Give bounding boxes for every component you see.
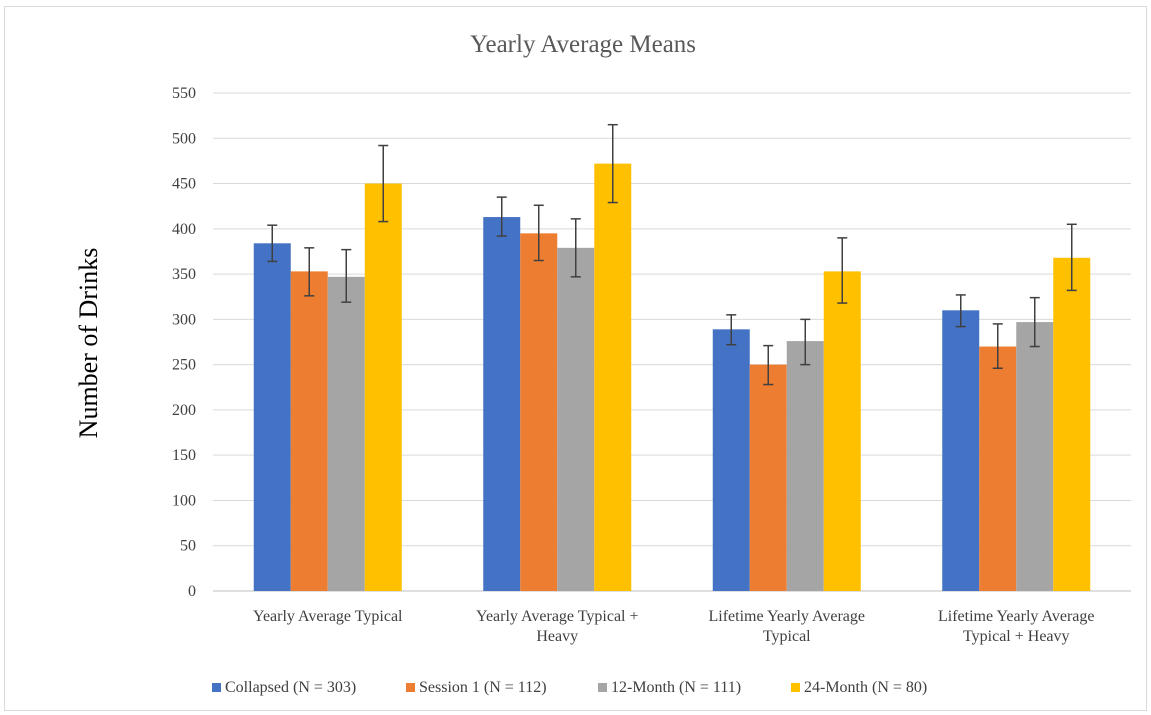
bar (942, 310, 980, 591)
error-bar (955, 294, 966, 328)
error-bar (1066, 223, 1077, 292)
error-bar (800, 318, 811, 366)
y-tick-label: 450 (172, 176, 196, 193)
error-bar (267, 224, 278, 263)
error-bar (1029, 296, 1040, 348)
legend-label: Collapsed (N = 303) (225, 679, 356, 696)
error-bar (763, 344, 774, 386)
y-tick-label: 500 (172, 130, 196, 147)
bar (979, 346, 1017, 591)
y-axis-ticks: 0 50 100 150 200 250 300 350 400 450 500 550 (172, 85, 196, 600)
bar (327, 276, 365, 591)
category-labels: Yearly Average Typical Yearly Average Typ… (253, 608, 1095, 645)
error-bar (378, 144, 389, 223)
y-axis-label: Number of Drinks (74, 248, 103, 439)
x-category-label: Yearly Average Typical (253, 608, 403, 625)
bar (594, 163, 632, 591)
error-bar (837, 237, 848, 304)
error-bar (496, 196, 507, 237)
error-bar (304, 247, 315, 297)
legend-swatch (791, 683, 800, 692)
x-category-label: Yearly Average Typical + Heavy (476, 608, 639, 645)
error-bar (570, 218, 581, 278)
y-tick-label: 400 (172, 221, 196, 238)
error-bar (341, 248, 352, 303)
error-bar (726, 314, 737, 346)
legend-item: Session 1 (N = 112) (406, 679, 547, 696)
bars (253, 163, 1091, 591)
error-bar (533, 204, 544, 262)
legend-swatch (406, 683, 415, 692)
bar (364, 183, 402, 591)
y-tick-label: 250 (172, 357, 196, 374)
legend-label: 24-Month (N = 80) (804, 679, 927, 696)
legend-item: Collapsed (N = 303) (212, 679, 356, 696)
bar (749, 364, 787, 591)
y-tick-label: 100 (172, 492, 196, 509)
legend-item: 24-Month (N = 80) (791, 679, 927, 696)
legend-label: Session 1 (N = 112) (419, 679, 547, 696)
x-category-label: Lifetime Yearly Average Typical + Heavy (938, 608, 1095, 645)
bar (290, 271, 328, 591)
legend-swatch (598, 683, 607, 692)
legend-swatch (212, 683, 221, 692)
x-category-label: Lifetime Yearly Average Typical (708, 608, 865, 645)
bar (520, 233, 558, 591)
bar (483, 217, 521, 591)
legend-item: 12-Month (N = 111) (598, 679, 741, 696)
y-tick-label: 150 (172, 447, 196, 464)
bar (786, 341, 824, 591)
error-bar (992, 323, 1003, 370)
legend-label: 12-Month (N = 111) (611, 679, 741, 696)
y-tick-label: 300 (172, 311, 196, 328)
y-tick-label: 0 (188, 583, 196, 600)
bar (557, 247, 595, 591)
chart-title: Yearly Average Means (470, 31, 696, 58)
bar (1016, 322, 1054, 591)
error-bar (607, 123, 618, 204)
legend: Collapsed (N = 303) Session 1 (N = 112) 12… (212, 679, 927, 696)
bar (253, 243, 291, 591)
y-tick-label: 550 (172, 85, 196, 102)
bar (1053, 257, 1091, 591)
y-tick-label: 200 (172, 402, 196, 419)
y-tick-label: 350 (172, 266, 196, 283)
y-tick-label: 50 (180, 538, 196, 555)
bar (712, 329, 750, 591)
bar (823, 271, 861, 591)
error-bars (267, 123, 1077, 386)
